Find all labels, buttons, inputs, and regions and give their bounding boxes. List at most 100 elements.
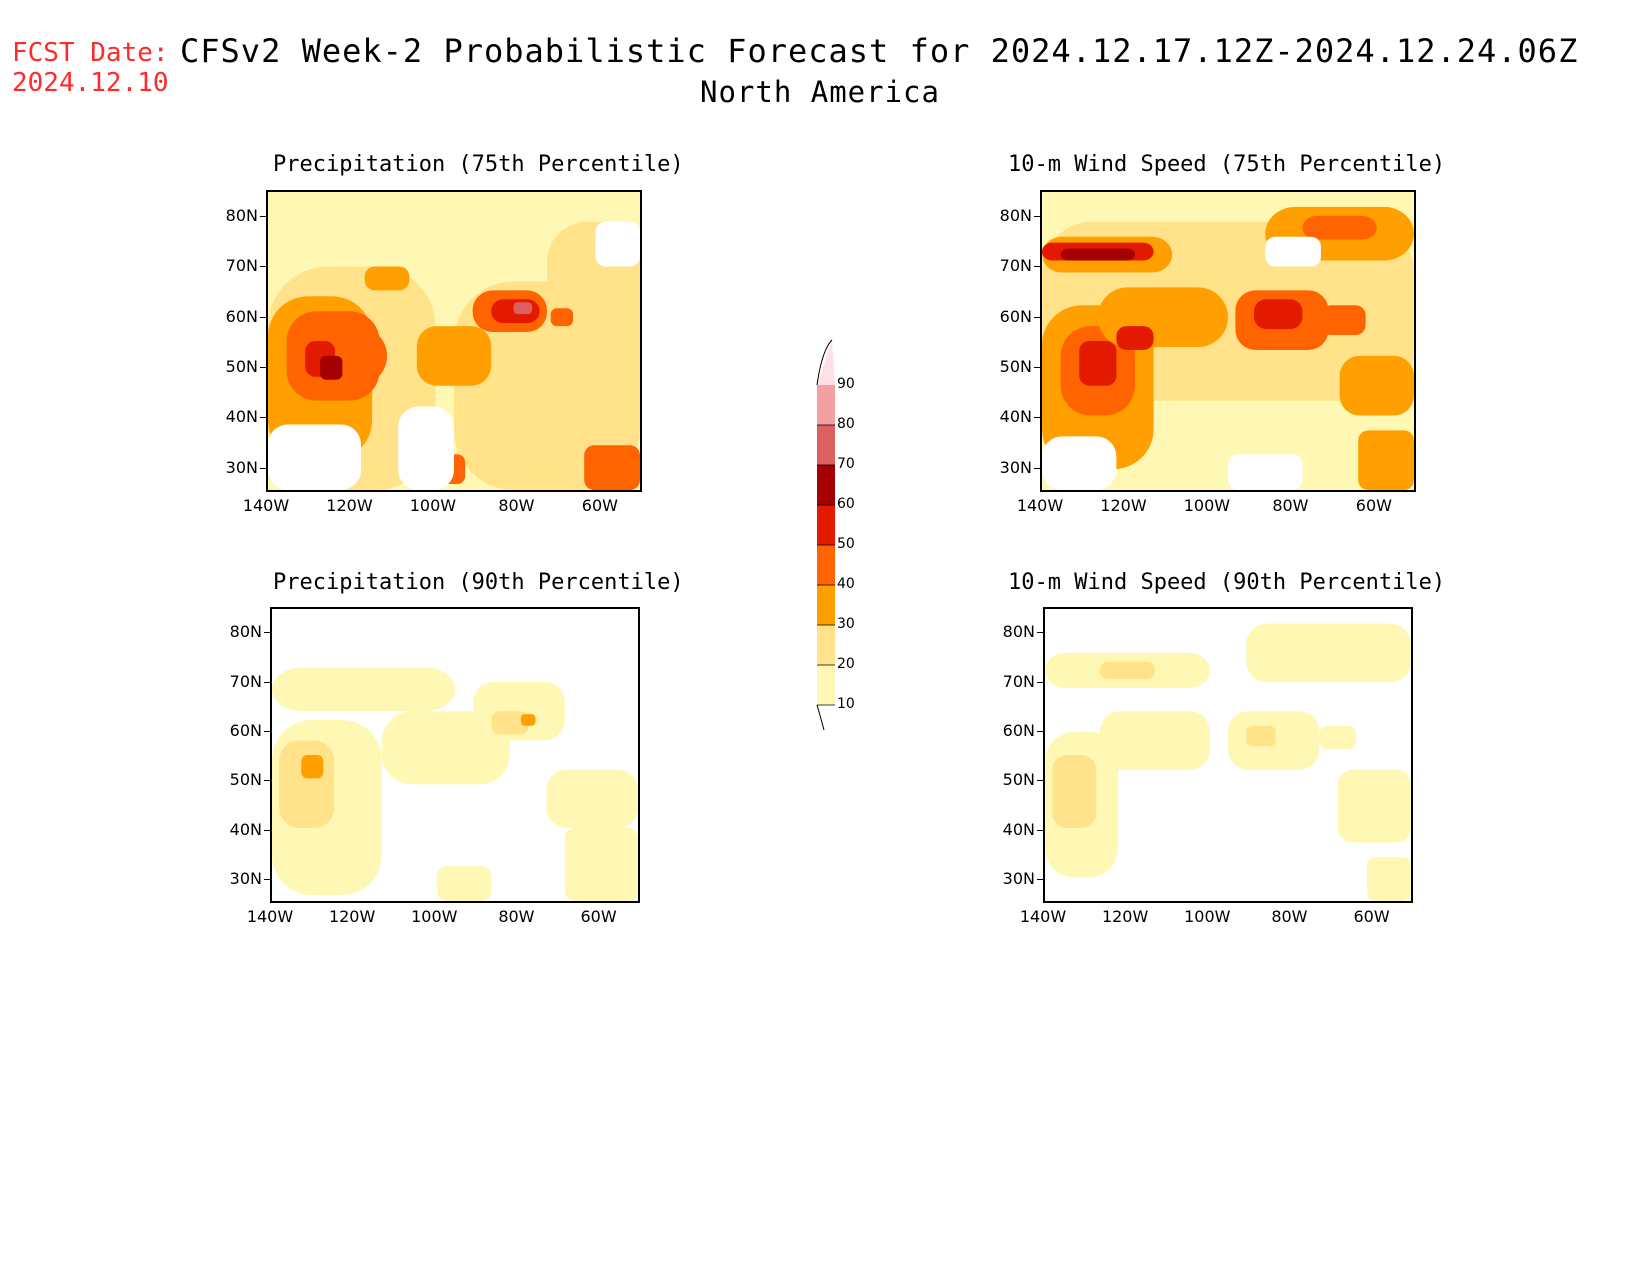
lat-tick — [264, 731, 270, 733]
probability-area-10 — [1367, 857, 1411, 901]
lat-tick-label: 40N — [225, 407, 258, 427]
lat-tick-label: 40N — [229, 819, 262, 839]
coastline — [1302, 281, 1395, 356]
coastline — [444, 866, 525, 901]
probability-area-10 — [546, 769, 638, 828]
colorbar-segment — [817, 585, 835, 625]
lat-tick — [1037, 681, 1043, 683]
lon-tick-label: 60W — [580, 907, 617, 926]
coastline — [528, 198, 640, 207]
coastline — [1265, 644, 1324, 673]
map-frame — [266, 190, 642, 492]
lat-tick — [1034, 215, 1040, 217]
page-subtitle: North America — [700, 75, 940, 109]
coastline — [603, 198, 640, 281]
lat-tick — [260, 366, 266, 368]
coastline — [528, 615, 638, 624]
coastline — [1347, 362, 1377, 383]
lat-tick-label: 50N — [225, 356, 258, 376]
lon-tick-label: 120W — [328, 907, 376, 926]
coastline — [528, 281, 621, 356]
probability-area-50 — [1079, 341, 1117, 386]
coastline — [1377, 198, 1414, 281]
coastline — [435, 335, 446, 350]
map-graphic — [1042, 192, 1414, 490]
lon-tick-label: 120W — [1101, 907, 1149, 926]
colorbar-label: 90 — [837, 376, 855, 392]
map-graphic — [272, 609, 638, 901]
probability-area-20 — [1246, 725, 1276, 747]
lat-tick — [1037, 780, 1043, 782]
colorbar-label: 20 — [837, 656, 855, 672]
page-title: CFSv2 Week-2 Probabilistic Forecast for … — [180, 32, 1579, 70]
map-frame — [1043, 607, 1413, 903]
probability-area-20 — [1052, 755, 1097, 828]
colorbar-label: 60 — [837, 496, 855, 512]
lat-tick — [260, 266, 266, 268]
map-graphic — [268, 192, 640, 490]
lat-tick-label: 40N — [999, 407, 1032, 427]
panel-title: Precipitation (75th Percentile) — [273, 152, 684, 177]
coastline — [473, 688, 535, 755]
probability-area-30 — [1339, 355, 1414, 416]
lat-tick-label: 40N — [1002, 819, 1035, 839]
lon-tick-label: 120W — [326, 496, 373, 515]
coastlines — [272, 615, 638, 901]
colorbar-segment — [817, 385, 835, 425]
coastline — [418, 662, 473, 682]
lat-tick-label: 30N — [225, 457, 258, 477]
lon-tick-label: 100W — [409, 496, 457, 515]
coastline — [342, 252, 398, 267]
lat-tick — [1034, 417, 1040, 419]
probability-area-10 — [1246, 623, 1411, 682]
lat-tick — [1037, 829, 1043, 831]
lat-tick-label: 50N — [999, 356, 1032, 376]
coastline — [1191, 662, 1246, 682]
lat-tick — [260, 417, 266, 419]
probability-area-20 — [1099, 661, 1155, 680]
coastline — [601, 615, 638, 697]
colorbar-segment — [817, 465, 835, 505]
coastlines — [1045, 615, 1411, 901]
probability-gap — [595, 221, 640, 267]
colorbar-outline — [816, 704, 825, 731]
coastline — [1295, 377, 1310, 395]
probability-area-30 — [364, 266, 410, 291]
lon-tick-label: 80W — [1272, 496, 1309, 515]
lon-tick-label: 80W — [498, 496, 535, 515]
lat-tick-label: 30N — [1002, 869, 1035, 889]
lat-tick-label: 50N — [1002, 770, 1035, 790]
coastline — [1345, 775, 1374, 795]
probability-area-10 — [436, 865, 492, 901]
coastline — [272, 682, 393, 697]
coastline — [1247, 272, 1310, 341]
lat-tick-label: 70N — [999, 256, 1032, 276]
lat-tick — [260, 316, 266, 318]
probability-area-50 — [1116, 326, 1154, 350]
coastline — [473, 272, 536, 341]
map-graphic — [1045, 609, 1411, 901]
probability-area-40 — [1302, 215, 1377, 240]
probability-area-30 — [1358, 430, 1414, 490]
coastline — [1209, 335, 1220, 350]
colorbar-segment — [817, 665, 835, 705]
probability-gap — [268, 424, 361, 490]
lat-tick-label: 80N — [1002, 622, 1035, 642]
colorbar-graphic — [816, 339, 835, 731]
coastline — [514, 749, 620, 857]
coastline — [1210, 627, 1265, 650]
coastlines — [268, 198, 640, 490]
lat-tick — [1037, 632, 1043, 634]
coastline — [1287, 749, 1393, 857]
lon-tick-label: 100W — [1183, 496, 1231, 515]
coastline — [1045, 682, 1166, 697]
panel-title: Precipitation (90th Percentile) — [273, 570, 684, 595]
lon-tick-label: 60W — [581, 496, 618, 515]
coastline — [1217, 454, 1299, 490]
lat-tick-label: 80N — [229, 622, 262, 642]
lat-tick-label: 60N — [999, 306, 1032, 326]
coastline — [492, 644, 551, 673]
probability-area-20 — [491, 711, 529, 735]
coastline — [382, 644, 419, 662]
colorbar-label: 10 — [837, 696, 855, 712]
